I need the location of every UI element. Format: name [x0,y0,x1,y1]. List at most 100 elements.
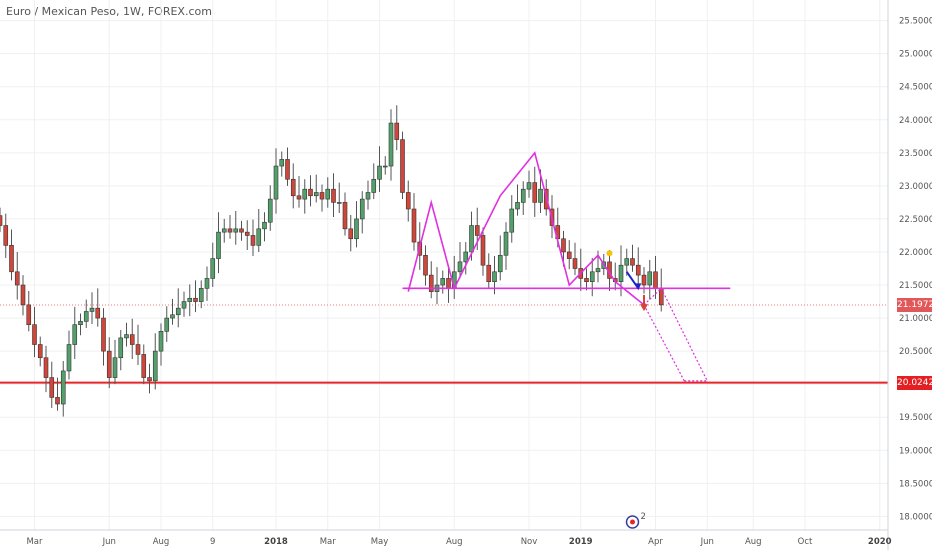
candle-body [635,264,641,276]
candle-body [647,271,653,286]
candle-body [618,264,624,283]
candle [9,229,14,281]
x-tick-label: 2018 [264,537,288,547]
x-tick-label: Aug [745,537,762,547]
candle [239,220,244,241]
candle [440,270,446,294]
candle-body [250,235,256,246]
candle-body [55,397,60,405]
candles [0,105,664,417]
candle-body [359,198,365,220]
candle [348,214,354,252]
candle [129,318,135,360]
x-tick-label: Mar [26,537,43,547]
candle [221,218,227,243]
candle-body [216,231,221,259]
candle-body [279,159,285,167]
x-tick-label: Nov [521,537,538,547]
candle [308,175,313,207]
time-axis: Mar Jun Aug 9 2018 Mar May Aug Nov 2019 Apr Jun Aug O… [0,529,892,547]
candle [26,290,32,332]
candle-body [572,258,578,269]
candle-body [181,301,187,309]
candle-body [566,251,572,259]
candle [296,175,302,208]
candle-body [446,278,451,289]
candle-body [342,202,348,230]
candle-body [170,314,175,319]
candle [405,180,411,222]
candle-body [480,235,486,266]
candle [371,163,377,200]
candle [60,361,66,417]
candle [83,299,89,328]
candle-body [233,228,239,233]
candle [325,177,331,208]
candle [267,185,273,231]
x-tick-label: Apr [648,537,663,547]
candle-body [440,278,446,286]
candle-body [388,122,394,167]
candle-body [198,288,204,302]
projection-left [643,304,685,382]
candle-body [428,274,434,292]
candle [233,210,239,245]
candle-body [308,188,313,197]
projection-right [660,288,708,382]
candle [423,245,428,286]
candle [210,242,216,288]
candle-body [394,122,400,140]
candle-body [83,311,89,322]
candle-body [486,264,492,283]
candle-body [595,268,601,273]
candle [124,322,129,347]
candle-body [641,274,647,286]
candle [457,242,463,279]
candle-body [256,228,262,246]
candle [589,257,595,297]
event-badge-dot [630,519,635,525]
candle [256,209,262,252]
pattern-overlay: 2 [402,151,731,529]
candle [503,222,509,270]
candle-body [589,271,595,283]
candle-body [630,258,635,266]
candle-body [469,225,474,253]
y-tick-label: 23.50000 [899,149,932,159]
candle-body [141,354,147,378]
candle [342,192,348,236]
candle [354,201,359,248]
candle-body [89,307,95,312]
candle [262,212,267,242]
candle [147,363,152,394]
x-tick-label: May [371,537,389,547]
candle-body [66,344,72,372]
candle-body [354,218,359,240]
candle [388,109,394,181]
candle [250,219,256,256]
candle-body [3,225,9,246]
candle [302,179,308,214]
candle-body [503,231,509,256]
candle-body [267,198,273,223]
candle-body [78,321,83,325]
candle-body [43,357,49,378]
candle [66,330,72,380]
candle-body [624,258,630,266]
candle [204,266,210,301]
candle-body [371,178,377,193]
candle [216,212,221,274]
y-tick-label: 19.50000 [899,413,932,423]
y-tick-label: 21.00000 [899,314,932,324]
candle-body [158,330,164,352]
candle-body [313,192,319,197]
candle [411,193,417,251]
candle-body [20,284,26,306]
candle-body [400,139,405,193]
candle [515,184,520,216]
x-tick-label: Mar [320,537,337,547]
candle-body [147,377,152,382]
y-tick-label: 24.50000 [899,83,932,93]
candle [72,306,78,360]
